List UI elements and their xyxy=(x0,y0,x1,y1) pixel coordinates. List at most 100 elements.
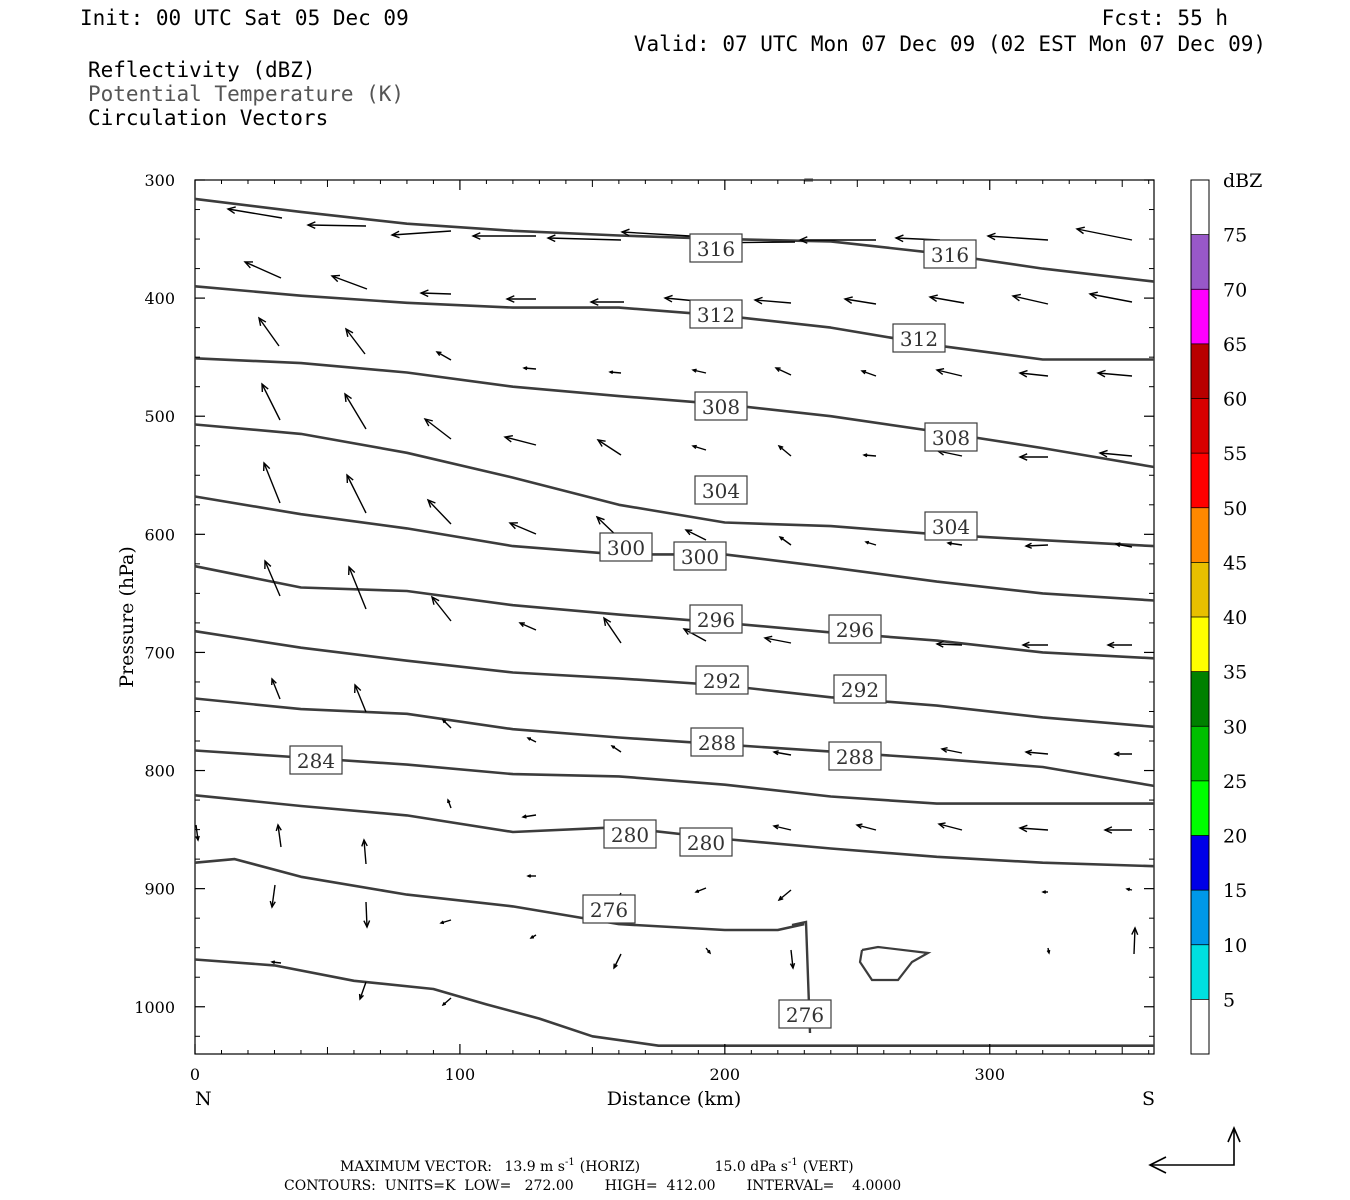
vector-arrow-10 xyxy=(1075,226,1133,241)
vector-arrow-11 xyxy=(243,261,282,279)
contour-label-300: 300 xyxy=(673,541,727,571)
vector-arrow-38 xyxy=(691,444,707,451)
colorbar-swatch xyxy=(1191,289,1209,344)
contour-label-316: 316 xyxy=(689,233,743,263)
vector-arrow-78 xyxy=(361,838,368,865)
reference-vector-icon xyxy=(1148,1125,1241,1174)
vector-arrow-0 xyxy=(226,206,283,219)
y-tick-label: 900 xyxy=(144,880,175,899)
colorbar-level-label: 45 xyxy=(1223,552,1247,574)
vector-arrow-35 xyxy=(423,417,452,440)
vector-arrow-87 xyxy=(1103,826,1132,834)
contour-label-text: 312 xyxy=(900,327,938,351)
vector-arrow-42 xyxy=(1018,453,1048,461)
vector-arrow-24 xyxy=(435,351,452,361)
contour-label-304: 304 xyxy=(694,475,748,505)
x-axis: 0 100 200 300 xyxy=(190,180,1150,1084)
vector-arrow-32 xyxy=(1096,369,1133,378)
contour-label-text: 288 xyxy=(698,731,736,755)
vector-arrow-99 xyxy=(529,934,537,939)
vector-arrow-66 xyxy=(271,677,281,700)
vector-arrow-47 xyxy=(508,522,537,535)
vector-arrow-43 xyxy=(1098,449,1133,458)
vector-arrow-2 xyxy=(390,230,452,239)
vector-arrow-86 xyxy=(1018,824,1049,833)
contour-label-300: 300 xyxy=(599,532,653,562)
vector-arrow-60 xyxy=(682,628,707,642)
contour-label-304: 304 xyxy=(924,511,978,541)
colorbar-swatch xyxy=(1191,343,1209,399)
vector-arrow-13 xyxy=(419,289,452,298)
contour-label-text: 308 xyxy=(702,395,740,419)
vector-arrow-45 xyxy=(346,473,367,514)
theta-contour-284 xyxy=(194,749,1154,805)
y-tick-label: 1000 xyxy=(134,998,175,1017)
colorbar: 5 10 15 20 25 30 35 40 45 50 55 60 65 70 75 xyxy=(1190,179,1247,1055)
vector-arrow-26 xyxy=(608,370,622,375)
colorbar-level-label: 5 xyxy=(1223,989,1235,1011)
vector-arrow-25 xyxy=(522,366,537,371)
vector-arrow-75 xyxy=(1024,749,1049,756)
theta-contour-276-fold xyxy=(791,920,812,1034)
vector-arrow-64 xyxy=(1021,641,1048,649)
contour-label-text: 316 xyxy=(931,243,969,267)
contour-label-280: 280 xyxy=(679,827,733,857)
contour-label-312: 312 xyxy=(689,299,743,329)
vector-arrow-94 xyxy=(777,889,792,902)
contour-label-text: 300 xyxy=(607,536,645,560)
colorbar-swatch xyxy=(1191,180,1209,235)
vector-arrow-34 xyxy=(344,392,367,430)
colorbar-level-label: 10 xyxy=(1223,935,1247,957)
vector-arrow-89 xyxy=(363,901,371,929)
vector-arrow-56 xyxy=(348,565,367,610)
vector-arrow-80 xyxy=(521,814,537,819)
colorbar-swatch xyxy=(1191,671,1209,727)
contour-label-308: 308 xyxy=(924,422,978,452)
vector-arrow-95 xyxy=(1041,890,1048,894)
y-tick-label: 600 xyxy=(144,525,175,544)
contour-label-text: 292 xyxy=(703,669,741,693)
vector-arrow-104 xyxy=(195,824,200,842)
vector-arrow-103 xyxy=(1131,926,1139,955)
vector-arrow-33 xyxy=(261,382,281,421)
vector-arrow-97 xyxy=(358,981,367,1001)
colorbar-swatch xyxy=(1191,726,1209,781)
y-axis-title: Pressure (hPa) xyxy=(116,546,138,688)
vector-arrow-27 xyxy=(691,368,707,374)
colorbar-swatch xyxy=(1191,617,1209,672)
theta-contour-272 xyxy=(194,958,1154,1047)
contour-label-296: 296 xyxy=(828,614,882,644)
theta-contour-292 xyxy=(194,629,1155,729)
colorbar-level-label: 55 xyxy=(1223,443,1247,465)
contour-label-276: 276 xyxy=(778,999,832,1029)
vector-arrow-70 xyxy=(610,745,622,753)
vector-arrow-96 xyxy=(1125,887,1133,892)
vector-arrow-30 xyxy=(935,367,963,377)
x-end-label-south: S xyxy=(1142,1088,1155,1110)
vector-arrow-37 xyxy=(596,439,622,456)
contour-label-292: 292 xyxy=(695,665,749,695)
vector-arrow-15 xyxy=(589,298,624,306)
vector-arrow-52 xyxy=(946,541,963,546)
vector-arrow-28 xyxy=(774,367,792,376)
colorbar-swatch xyxy=(1191,835,1209,891)
vector-arrow-21 xyxy=(1088,291,1133,303)
vector-arrow-101 xyxy=(705,947,712,955)
vector-arrow-58 xyxy=(518,622,537,631)
vector-arrow-46 xyxy=(426,498,452,525)
contour-label-text: 296 xyxy=(836,618,874,642)
vector-arrow-12 xyxy=(330,274,368,290)
vector-arrow-74 xyxy=(940,747,963,754)
y-tick-label: 300 xyxy=(144,171,175,190)
contour-label-text: 316 xyxy=(697,237,735,261)
vector-arrow-69 xyxy=(526,737,537,743)
vector-arrow-55 xyxy=(264,559,281,597)
vector-arrow-3 xyxy=(471,232,536,240)
vector-arrow-50 xyxy=(778,535,792,546)
vector-arrow-40 xyxy=(862,453,877,458)
vector-arrow-39 xyxy=(777,444,792,457)
colorbar-swatch xyxy=(1191,944,1209,1000)
vector-arrow-14 xyxy=(505,295,536,303)
contour-label-text: 276 xyxy=(786,1003,824,1027)
